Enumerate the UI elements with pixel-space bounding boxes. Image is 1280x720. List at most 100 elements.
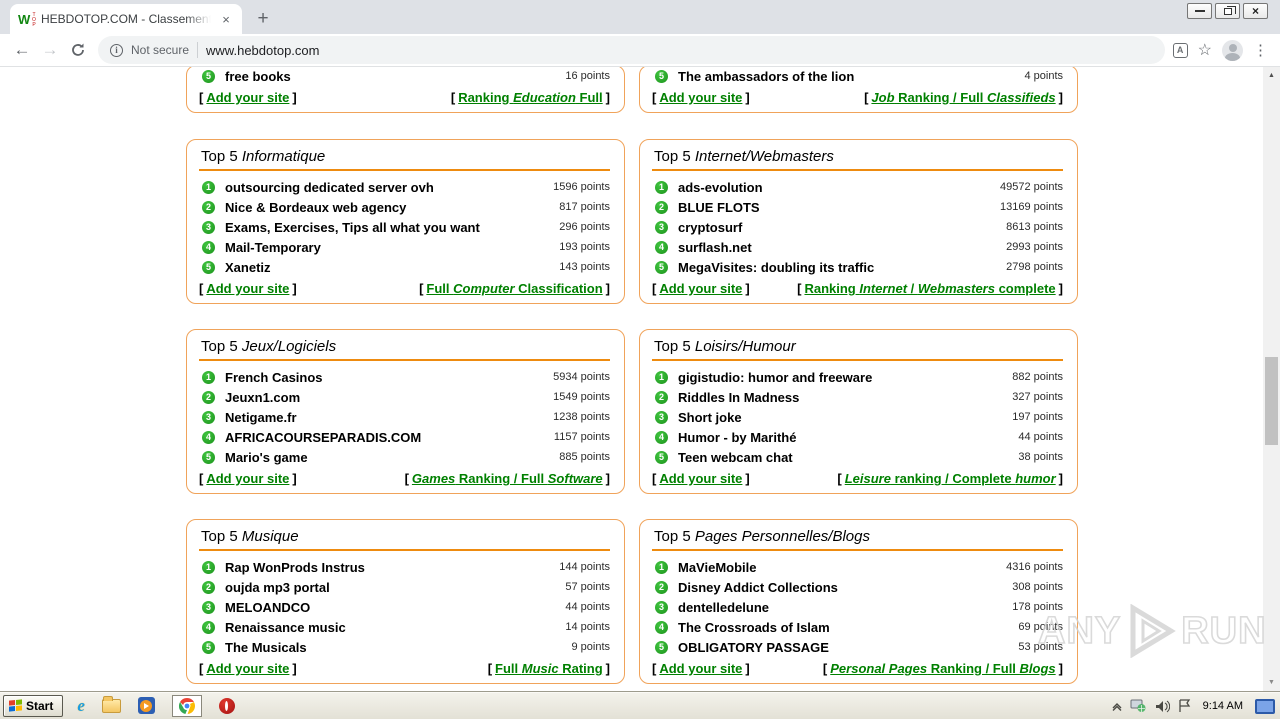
site-link[interactable]: The Musicals [225, 639, 307, 655]
site-link[interactable]: dentelledelune [678, 599, 770, 615]
points-label: 38 points [1018, 451, 1063, 463]
profile-avatar[interactable] [1222, 39, 1243, 61]
tab-close-icon[interactable]: × [222, 11, 230, 27]
personal-pages-ranking-link[interactable]: Personal Pages Ranking / Full Blogs [830, 661, 1056, 676]
points-label: 197 points [1012, 411, 1063, 423]
show-desktop-icon[interactable] [1255, 698, 1275, 714]
ranking-list-item: 5 Mario's game 885 points [199, 447, 610, 467]
tray-expand-chevron-icon[interactable] [1112, 701, 1122, 711]
ranking-internet-webmasters-link[interactable]: Ranking Internet / Webmasters complete [804, 281, 1056, 296]
ranking-education-full-link[interactable]: Ranking Education Full [458, 90, 603, 105]
add-your-site-link[interactable]: Add your site [659, 281, 743, 296]
browser-menu-icon[interactable]: ⋮ [1253, 42, 1268, 59]
add-your-site-link[interactable]: Add your site [206, 281, 290, 296]
scroll-up-icon[interactable]: ▲ [1268, 72, 1275, 79]
translate-icon[interactable]: A [1172, 42, 1188, 58]
site-link[interactable]: Xanetiz [225, 259, 271, 275]
close-icon: × [1251, 4, 1259, 18]
site-link[interactable]: BLUE FLOTS [678, 199, 760, 215]
site-link[interactable]: The ambassadors of the lion [678, 68, 855, 84]
chrome-taskbar-button-active[interactable] [171, 694, 202, 717]
site-link[interactable]: Mail-Temporary [225, 239, 321, 255]
top5-box-pages-personnelles-blogs: Top 5 Pages Personnelles/Blogs 1 MaVieMob… [639, 519, 1078, 684]
points-label: 1157 points [553, 431, 610, 443]
red-app-icon[interactable] [218, 697, 235, 714]
add-your-site-link[interactable]: Add your site [659, 90, 743, 105]
close-button[interactable]: × [1243, 3, 1268, 19]
site-link[interactable]: Mario's game [225, 449, 308, 465]
site-link[interactable]: OBLIGATORY PASSAGE [678, 639, 829, 655]
new-tab-button[interactable]: + [257, 8, 269, 29]
network-status-icon[interactable] [1130, 699, 1147, 713]
restore-button[interactable] [1215, 3, 1240, 19]
points-label: 1596 points [553, 181, 610, 193]
site-link[interactable]: Exams, Exercises, Tips all what you want [225, 219, 480, 235]
add-your-site-link[interactable]: Add your site [206, 471, 290, 486]
site-link[interactable]: surflash.net [678, 239, 752, 255]
games-ranking-link[interactable]: Games Ranking / Full Software [411, 471, 603, 486]
add-your-site-link[interactable]: Add your site [206, 661, 290, 676]
site-link[interactable]: Jeuxn1.com [225, 389, 301, 405]
points-label: 57 points [565, 581, 610, 593]
site-link[interactable]: Nice & Bordeaux web agency [225, 199, 407, 215]
site-link[interactable]: Renaissance music [225, 619, 346, 635]
site-link[interactable]: MELOANDCO [225, 599, 311, 615]
site-link[interactable]: Short joke [678, 409, 742, 425]
site-link[interactable]: MaVieMobile [678, 559, 757, 575]
points-label: 308 points [1012, 581, 1063, 593]
ranking-list-item: 4 Mail-Temporary 193 points [199, 237, 610, 257]
leisure-ranking-link[interactable]: Leisure ranking / Complete humor [844, 471, 1056, 486]
site-link[interactable]: MegaVisites: doubling its traffic [678, 259, 875, 275]
address-bar[interactable]: i Not secure www.hebdotop.com [98, 36, 1165, 64]
box-footer: [Add your site] [Leisure ranking / Compl… [652, 471, 1063, 487]
site-link[interactable]: gigistudio: humor and freeware [678, 369, 873, 385]
full-music-rating-link[interactable]: Full Music Rating [495, 661, 603, 676]
rank-badge: 4 [202, 620, 215, 634]
file-explorer-icon[interactable] [101, 695, 121, 713]
points-label: 5934 points [553, 371, 610, 383]
site-link[interactable]: AFRICACOURSEPARADIS.COM [225, 429, 422, 445]
media-player-icon[interactable] [137, 697, 155, 714]
site-link[interactable]: free books [225, 68, 291, 84]
scroll-down-icon[interactable]: ▼ [1268, 679, 1275, 686]
ranking-list-item: 5 The Musicals 9 points [199, 637, 610, 657]
url-text[interactable]: www.hebdotop.com [206, 42, 320, 58]
forward-button[interactable]: → [41, 40, 59, 59]
site-link[interactable]: Netigame.fr [225, 409, 297, 425]
site-link[interactable]: Rap WonProds Instrus [225, 559, 365, 575]
site-link[interactable]: cryptosurf [678, 219, 743, 235]
site-link[interactable]: outsourcing dedicated server ovh [225, 179, 434, 195]
volume-icon[interactable] [1155, 700, 1170, 713]
taskbar-clock[interactable]: 9:14 AM [1202, 700, 1243, 712]
add-your-site-link[interactable]: Add your site [659, 471, 743, 486]
site-link[interactable]: French Casinos [225, 369, 323, 385]
add-your-site-link[interactable]: Add your site [659, 661, 743, 676]
site-link[interactable]: Teen webcam chat [678, 449, 793, 465]
hebdotop-favicon: W TOP [18, 12, 37, 27]
minimize-button[interactable] [1187, 3, 1212, 19]
info-icon[interactable]: i [110, 43, 123, 57]
site-link[interactable]: The Crossroads of Islam [678, 619, 830, 635]
rank-badge: 4 [655, 240, 668, 254]
job-ranking-link[interactable]: Job Ranking / Full Classifieds [871, 90, 1056, 105]
box-footer: [Add your site] [Games Ranking / Full So… [199, 471, 610, 487]
scrollbar-thumb[interactable] [1265, 357, 1278, 445]
page-scrollbar[interactable]: ▲ ▼ [1263, 67, 1280, 691]
internet-explorer-icon[interactable]: e [77, 695, 85, 715]
back-button[interactable]: ← [13, 40, 31, 59]
ranking-list-item: 3 Netigame.fr 1238 points [199, 407, 610, 427]
start-button[interactable]: Start [3, 694, 64, 717]
full-computer-classification-link[interactable]: Full Computer Classification [426, 281, 603, 296]
site-link[interactable]: Humor - by Marithé [678, 429, 797, 445]
site-link[interactable]: Riddles In Madness [678, 389, 800, 405]
add-your-site-link[interactable]: Add your site [206, 90, 290, 105]
site-link[interactable]: oujda mp3 portal [225, 579, 330, 595]
site-link[interactable]: Disney Addict Collections [678, 579, 838, 595]
top5-box-loisirs-humour: Top 5 Loisirs/Humour 1 gigistudio: humor … [639, 329, 1078, 494]
reload-button[interactable] [64, 36, 92, 64]
site-link[interactable]: ads-evolution [678, 179, 763, 195]
bookmark-star-icon[interactable]: ☆ [1197, 42, 1212, 59]
action-center-flag-icon[interactable] [1178, 699, 1191, 713]
points-label: 16 points [565, 70, 610, 82]
